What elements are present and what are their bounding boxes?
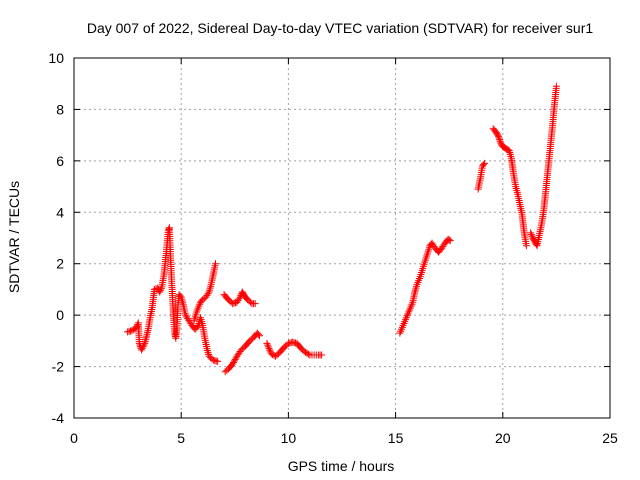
data-point-marker bbox=[229, 360, 237, 368]
data-points bbox=[124, 82, 560, 376]
x-tick-label: 0 bbox=[70, 430, 78, 446]
data-point-marker bbox=[138, 344, 146, 352]
data-point-marker bbox=[266, 346, 274, 354]
data-segment bbox=[220, 288, 259, 308]
data-point-marker bbox=[193, 323, 201, 331]
data-point-marker bbox=[495, 132, 503, 140]
y-tick-label: 4 bbox=[56, 204, 64, 220]
y-tick-label: 8 bbox=[56, 101, 64, 117]
x-tick-label: 20 bbox=[495, 430, 511, 446]
y-tick-label: 10 bbox=[48, 50, 64, 66]
data-point-marker bbox=[204, 290, 212, 298]
data-point-marker bbox=[165, 225, 173, 233]
data-point-marker bbox=[156, 288, 164, 296]
data-point-marker bbox=[251, 300, 259, 308]
data-point-marker bbox=[446, 237, 454, 245]
data-segment bbox=[489, 125, 530, 250]
y-axis-label: SDTVAR / TECUs bbox=[6, 181, 22, 293]
data-point-marker bbox=[255, 332, 263, 340]
grid bbox=[74, 58, 610, 418]
x-tick-label: 5 bbox=[177, 430, 185, 446]
chart-title: Day 007 of 2022, Sidereal Day-to-day VTE… bbox=[87, 20, 593, 36]
data-point-marker bbox=[318, 351, 326, 359]
data-point-marker bbox=[176, 292, 184, 300]
data-point-marker bbox=[208, 355, 216, 363]
x-tick-label: 25 bbox=[602, 430, 618, 446]
data-segment bbox=[124, 224, 222, 365]
data-point-marker bbox=[264, 343, 272, 351]
data-point-marker bbox=[552, 82, 560, 90]
x-axis-label: GPS time / hours bbox=[288, 458, 395, 474]
data-point-marker bbox=[264, 341, 272, 349]
data-point-marker bbox=[230, 357, 238, 365]
data-point-marker bbox=[527, 231, 535, 239]
data-point-marker bbox=[481, 159, 489, 167]
data-point-marker bbox=[214, 357, 222, 365]
y-tick-label: 0 bbox=[56, 307, 64, 323]
data-point-marker bbox=[247, 298, 255, 306]
data-segment bbox=[396, 235, 454, 337]
data-point-marker bbox=[303, 349, 311, 357]
data-point-marker bbox=[302, 348, 310, 356]
data-segment bbox=[527, 82, 560, 250]
data-point-marker bbox=[445, 236, 453, 244]
x-tick-label: 15 bbox=[388, 430, 404, 446]
data-point-marker bbox=[304, 350, 312, 358]
data-point-marker bbox=[157, 285, 165, 293]
data-point-marker bbox=[231, 355, 239, 363]
tick-labels: 0 5 10 15 20 25 -4 -2 0 2 4 6 8 10 bbox=[48, 50, 618, 446]
data-segment bbox=[263, 338, 326, 360]
data-point-marker bbox=[129, 326, 137, 334]
data-point-marker bbox=[263, 339, 271, 347]
data-point-marker bbox=[528, 232, 536, 240]
data-point-marker bbox=[265, 345, 273, 353]
data-segment bbox=[190, 260, 220, 324]
data-point-marker bbox=[235, 295, 243, 303]
data-segment bbox=[221, 329, 263, 376]
data-point-marker bbox=[230, 358, 238, 366]
data-point-marker bbox=[128, 327, 136, 335]
data-point-marker bbox=[495, 134, 503, 142]
data-segment bbox=[474, 159, 489, 193]
y-tick-label: -4 bbox=[52, 410, 65, 426]
data-point-marker bbox=[527, 229, 535, 237]
data-point-marker bbox=[140, 341, 148, 349]
data-point-marker bbox=[139, 343, 147, 351]
data-point-marker bbox=[480, 161, 488, 169]
data-point-marker bbox=[212, 260, 220, 268]
data-point-marker bbox=[283, 341, 291, 349]
y-tick-label: 6 bbox=[56, 153, 64, 169]
x-tick-label: 10 bbox=[281, 430, 297, 446]
y-tick-label: -2 bbox=[52, 359, 65, 375]
y-tick-label: 2 bbox=[56, 256, 64, 272]
data-point-marker bbox=[494, 131, 502, 139]
data-point-marker bbox=[522, 242, 530, 250]
data-point-marker bbox=[156, 286, 164, 294]
data-point-marker bbox=[496, 136, 504, 144]
data-point-marker bbox=[496, 137, 504, 145]
data-point-marker bbox=[254, 330, 262, 338]
plot-frame bbox=[73, 57, 611, 419]
data-point-marker bbox=[267, 350, 275, 358]
data-point-marker bbox=[138, 346, 146, 354]
